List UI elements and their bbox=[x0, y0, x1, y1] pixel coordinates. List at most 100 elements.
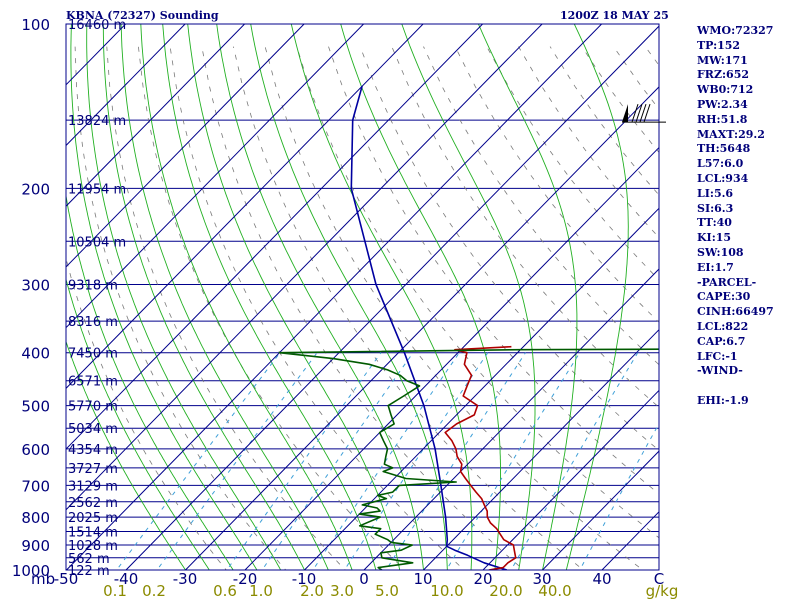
dry-adiabat bbox=[486, 46, 659, 281]
plot-border bbox=[65, 23, 660, 571]
index-item: CAP:6.7 bbox=[697, 334, 746, 348]
index-item: LFC:-1 bbox=[697, 349, 738, 363]
y-axis-label: mb bbox=[31, 570, 55, 588]
isotherm-line bbox=[66, 24, 305, 268]
mixing-ratio-tick-label: 0.1 bbox=[103, 582, 127, 600]
isotherm-line bbox=[66, 24, 543, 511]
pressure-tick-label: 800 bbox=[21, 509, 50, 527]
mixing-ratio-line bbox=[261, 352, 414, 570]
index-item: -WIND- bbox=[697, 364, 743, 378]
dry-adiabat bbox=[201, 46, 525, 570]
height-label: 5770 m bbox=[68, 400, 118, 415]
index-item: TT:40 bbox=[697, 216, 732, 230]
height-label: 122 m bbox=[68, 564, 110, 579]
dry-adiabat bbox=[391, 46, 659, 408]
mixing-ratio-line bbox=[343, 352, 489, 570]
isotherm-line bbox=[244, 146, 659, 570]
moist-adiabat bbox=[401, 24, 536, 570]
mixing-ratio-line bbox=[226, 352, 382, 570]
index-item: LCL:934 bbox=[697, 171, 749, 185]
temperature-tick-label: -10 bbox=[292, 570, 317, 588]
pressure-tick-label: 200 bbox=[21, 180, 50, 198]
moist-adiabat bbox=[120, 24, 329, 570]
index-item: TH:5648 bbox=[697, 142, 751, 156]
moist-adiabat bbox=[565, 24, 629, 570]
index-item: WB0:712 bbox=[697, 83, 754, 97]
moist-adiabat bbox=[290, 24, 473, 570]
height-label: 5034 m bbox=[68, 422, 118, 437]
mixing-ratio-tick-label: 40.0 bbox=[538, 582, 571, 600]
index-item: EHI:-1.9 bbox=[697, 393, 749, 407]
height-label: 6571 m bbox=[68, 375, 118, 390]
height-label: 1514 m bbox=[68, 526, 118, 541]
temperature-tick-label: -30 bbox=[173, 570, 198, 588]
dry-adiabat bbox=[66, 256, 227, 570]
mixing-ratio-line bbox=[385, 352, 526, 570]
isotherm-line bbox=[482, 389, 659, 570]
temperature-tick-label: -40 bbox=[114, 570, 139, 588]
mixing-ratio-tick-label: 2.0 bbox=[300, 582, 324, 600]
isotherm-line bbox=[66, 24, 245, 207]
isotherm-line bbox=[423, 328, 659, 570]
index-item: LI:5.6 bbox=[697, 186, 734, 200]
moist-adiabat bbox=[477, 24, 578, 570]
height-label: 11954 m bbox=[68, 182, 126, 197]
temperature-tick-label: 10 bbox=[413, 570, 432, 588]
dry-adiabat bbox=[233, 46, 584, 570]
pressure-tick-label: 500 bbox=[21, 398, 50, 416]
height-label: 562 m bbox=[68, 552, 110, 567]
index-item: RH:51.8 bbox=[697, 112, 748, 126]
index-item: SW:108 bbox=[697, 245, 744, 259]
height-label: 7450 m bbox=[68, 347, 118, 362]
index-item: PW:2.34 bbox=[697, 97, 748, 111]
temperature-tick-label: 0 bbox=[359, 570, 369, 588]
parcel-trace bbox=[350, 85, 508, 570]
sounding-time: 1200Z 18 MAY 25 bbox=[560, 9, 669, 22]
mixing-ratio-line bbox=[115, 352, 281, 570]
index-item: SI:6.3 bbox=[697, 201, 734, 215]
index-item bbox=[697, 379, 774, 394]
pressure-tick-label: 400 bbox=[21, 345, 50, 363]
wind-barb-feather bbox=[639, 103, 647, 123]
height-label: 3129 m bbox=[68, 479, 118, 494]
height-label: 13824 m bbox=[68, 114, 126, 129]
pressure-tick-label: 900 bbox=[21, 537, 50, 555]
isotherm-line bbox=[66, 24, 186, 147]
height-label: 3727 m bbox=[68, 462, 118, 477]
mixing-ratio-tick-label: 10.0 bbox=[430, 582, 463, 600]
index-item: MW:171 bbox=[697, 53, 748, 67]
moist-adiabat bbox=[162, 24, 377, 570]
temperature-tick-label: C bbox=[654, 570, 664, 588]
index-item: WMO:72327 bbox=[697, 24, 774, 37]
index-item: L57:6.0 bbox=[697, 157, 744, 171]
mixing-ratio-tick-label: 3.0 bbox=[330, 582, 354, 600]
moist-adiabat bbox=[70, 24, 258, 570]
index-item: LCL:822 bbox=[697, 319, 749, 333]
height-label: 2562 m bbox=[68, 496, 118, 511]
mixing-ratio-line bbox=[445, 352, 581, 570]
dry-adiabat bbox=[264, 46, 644, 570]
dry-adiabat bbox=[106, 46, 346, 570]
temperature-tick-label: -20 bbox=[233, 570, 258, 588]
mixing-ratio-tick-label: 5.0 bbox=[375, 582, 399, 600]
isotherm-line bbox=[66, 24, 602, 570]
mixing-ratio-line bbox=[510, 352, 639, 570]
wind-barb-feather bbox=[635, 103, 643, 123]
index-item: EI:1.7 bbox=[697, 260, 734, 274]
mixing-ratio-line bbox=[156, 352, 318, 570]
index-list: WMO:72327 TP:152 MW:171 FRZ:652 WB0:712 PW:2.… bbox=[697, 24, 774, 409]
height-label: 16460 m bbox=[68, 18, 126, 33]
moist-adiabat bbox=[66, 277, 210, 570]
moist-adiabat bbox=[250, 24, 448, 570]
mixing-ratio-tick-label: g/kg bbox=[646, 582, 679, 600]
dry-adiabat bbox=[74, 46, 287, 570]
isotherm-line bbox=[125, 25, 659, 570]
index-item: -PARCEL- bbox=[697, 275, 757, 289]
isotherm-line bbox=[66, 24, 364, 329]
index-item: FRZ:652 bbox=[697, 68, 750, 82]
pressure-tick-label: 600 bbox=[21, 441, 50, 459]
height-label: 4354 m bbox=[68, 443, 118, 458]
moist-adiabat bbox=[86, 24, 282, 570]
isotherm-line bbox=[66, 24, 483, 450]
